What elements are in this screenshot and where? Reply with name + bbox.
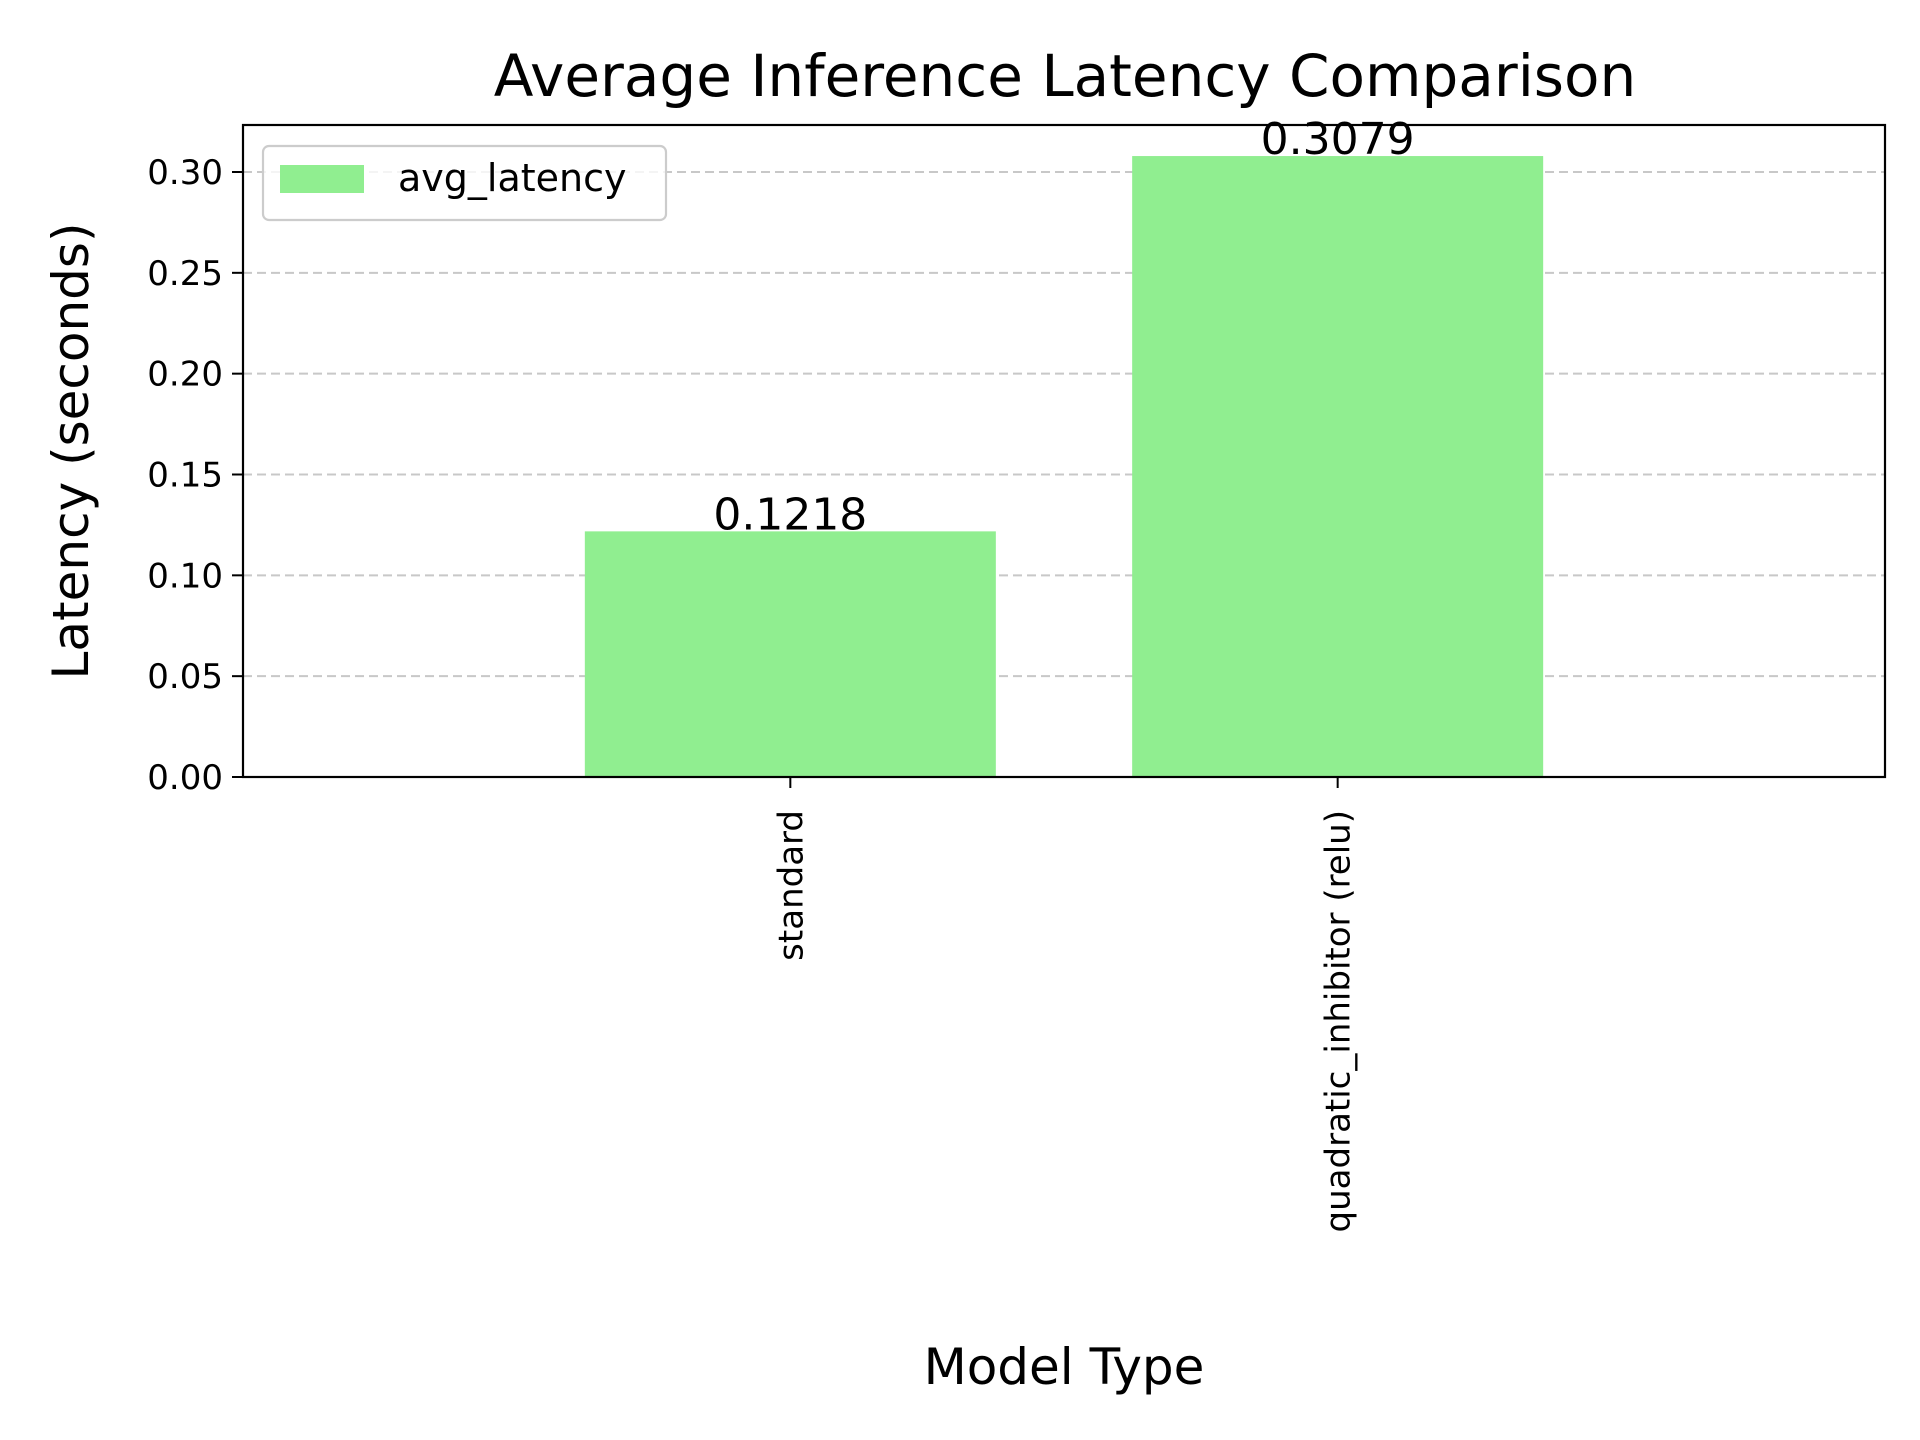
y-axis-label: Latency (seconds)	[42, 223, 100, 680]
y-tick-label: 0.10	[147, 556, 223, 596]
legend-box	[261, 144, 668, 222]
y-tick-label: 0.25	[147, 254, 223, 294]
y-axis-ticks: 0.00 0.05 0.10 0.15 0.20 0.25 0.30	[147, 153, 243, 798]
bars	[584, 156, 1544, 777]
x-axis-ticks: standard quadratic_inhibitor (relu)	[771, 777, 1359, 1232]
plot-frame	[241, 123, 1887, 779]
x-tick-label: standard	[771, 810, 811, 961]
y-tick-label: 0.05	[147, 657, 223, 697]
y-tick-label: 0.30	[147, 153, 223, 193]
bar-value-label: 0.3079	[1261, 114, 1415, 165]
chart-title: Average Inference Latency Comparison	[494, 42, 1637, 110]
data-labels: 0.1218 0.3079	[713, 114, 1414, 540]
y-tick-label: 0.20	[147, 355, 223, 395]
x-tick-label: quadratic_inhibitor (relu)	[1319, 810, 1359, 1232]
bar-value-label: 0.1218	[713, 489, 867, 540]
legend-swatch	[280, 165, 364, 193]
legend: avg_latency	[261, 144, 668, 222]
legend-label: avg_latency	[398, 156, 626, 200]
y-tick-label: 0.00	[147, 758, 223, 798]
y-tick-label: 0.15	[147, 455, 223, 495]
bar	[584, 531, 996, 777]
bar	[1132, 156, 1544, 777]
x-axis-label: Model Type	[924, 1338, 1205, 1396]
